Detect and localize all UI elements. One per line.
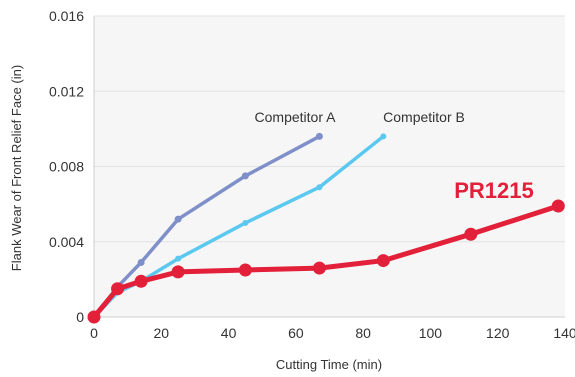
x-tick-label: 0 (90, 325, 98, 341)
x-tick-label: 20 (153, 325, 169, 341)
x-tick-label: 80 (355, 325, 371, 341)
x-tick-label: 120 (486, 325, 510, 341)
data-point-competitor-b (175, 255, 182, 262)
data-point-competitor-a (137, 258, 145, 266)
data-point-pr1215 (551, 199, 565, 213)
grid-lines (94, 15, 565, 243)
y-tick-label: 0.012 (49, 83, 84, 99)
y-tick-label: 0.016 (49, 8, 84, 24)
series-label-pr1215: PR1215 (454, 178, 534, 203)
x-axis-label: Cutting Time (min) (276, 357, 382, 372)
data-point-competitor-b (316, 184, 323, 191)
y-tick-labels: 0 0.004 0.008 0.012 0.016 (49, 8, 84, 325)
x-tick-labels: 0 20 40 60 80 100 120 140 (90, 325, 575, 341)
x-tick-label: 40 (221, 325, 237, 341)
data-point-competitor-b (242, 219, 249, 226)
data-point-pr1215 (87, 310, 101, 324)
x-tick-label: 140 (553, 325, 575, 341)
series-group: Competitor A Competitor B PR1215 (87, 109, 565, 324)
data-point-competitor-a (241, 172, 249, 180)
data-point-competitor-a (174, 215, 182, 223)
data-point-competitor-a (315, 132, 323, 140)
x-tick-label: 100 (419, 325, 443, 341)
series-label-competitor-a: Competitor A (255, 109, 337, 125)
y-tick-label: 0.004 (49, 234, 84, 250)
y-tick-label: 0.008 (49, 159, 84, 175)
data-point-pr1215 (376, 254, 390, 268)
data-point-pr1215 (134, 274, 148, 288)
x-tick-label: 60 (288, 325, 304, 341)
data-point-pr1215 (464, 227, 478, 241)
data-point-pr1215 (111, 282, 125, 296)
data-point-pr1215 (312, 261, 326, 275)
data-point-pr1215 (238, 263, 252, 277)
data-point-pr1215 (171, 265, 185, 279)
y-axis-label: Flank Wear of Front Relief Face (in) (9, 65, 24, 271)
series-label-competitor-b: Competitor B (383, 109, 465, 125)
data-point-competitor-b (380, 133, 387, 140)
y-tick-label: 0 (76, 309, 84, 325)
